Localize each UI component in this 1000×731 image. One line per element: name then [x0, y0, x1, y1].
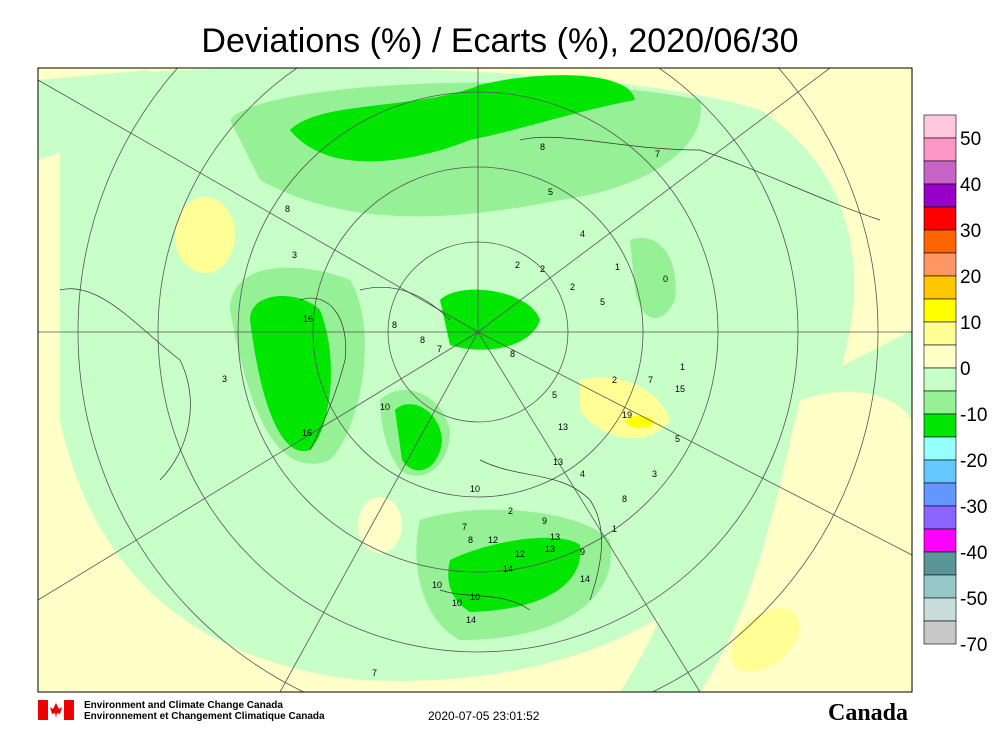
colorbar-box	[923, 183, 957, 208]
station-label: 10	[470, 484, 480, 494]
station-label: 8	[420, 335, 425, 345]
station-label: 5	[552, 390, 557, 400]
colorbar-box	[923, 367, 957, 392]
station-label: 10	[380, 402, 390, 412]
station-label: 8	[285, 204, 290, 214]
station-label: 14	[503, 564, 513, 574]
station-label: 8	[392, 320, 397, 330]
station-label: 10	[432, 580, 442, 590]
colorbar-box	[923, 137, 957, 162]
colorbar-label: -40	[960, 543, 987, 564]
station-label: 12	[515, 549, 525, 559]
station-label: 14	[466, 615, 476, 625]
colorbar-box	[923, 252, 957, 277]
station-label: 13	[558, 422, 568, 432]
station-label: 3	[652, 469, 657, 479]
station-labels: 8 7 5 4 8 3 2 2 2 5 1 0 16 8 8 7 8 3 10 …	[222, 142, 685, 678]
station-label: 14	[580, 574, 590, 584]
colorbar-box	[923, 505, 957, 530]
station-label: 9	[542, 516, 547, 526]
station-label: 1	[612, 524, 617, 534]
station-label: 16	[302, 428, 312, 438]
colorbar-label: 40	[960, 175, 981, 196]
agency-en: Environment and Climate Change Canada	[84, 700, 283, 711]
title: Deviations (%) / Ecarts (%), 2020/06/30	[201, 22, 798, 60]
colorbar-box	[923, 298, 957, 323]
colorbar-label: 20	[960, 267, 981, 288]
station-label: 8	[540, 142, 545, 152]
station-label: 8	[468, 535, 473, 545]
station-label: 7	[372, 668, 377, 678]
colorbar-label: -30	[960, 497, 987, 518]
station-label: 3	[222, 374, 227, 384]
flag-left	[38, 700, 48, 720]
station-label: 7	[437, 344, 442, 354]
colorbar-box	[923, 413, 957, 438]
station-label: 3	[292, 250, 297, 260]
station-label: 13	[550, 532, 560, 542]
colorbar-box	[923, 482, 957, 507]
colorbar-box	[923, 551, 957, 576]
station-label: 9	[580, 547, 585, 557]
map	[38, 68, 912, 692]
station-label: 10	[470, 592, 480, 602]
station-label: 13	[545, 544, 555, 554]
colorbar-box	[923, 574, 957, 599]
colorbar-label: 50	[960, 129, 981, 150]
station-label: 0	[663, 274, 668, 284]
station-label: 7	[462, 522, 467, 532]
colorbar-box	[923, 597, 957, 622]
wordmark: Canada	[828, 700, 908, 726]
colorbar-label: -70	[960, 635, 987, 656]
colorbar-label: -50	[960, 589, 987, 610]
station-label: 5	[548, 187, 553, 197]
station-label: 4	[580, 469, 585, 479]
colorbar-box	[923, 459, 957, 484]
station-label: 5	[675, 434, 680, 444]
colorbar-label: -10	[960, 405, 987, 426]
colorbar-box	[923, 321, 957, 346]
colorbar-box	[923, 275, 957, 300]
colorbar-box	[923, 114, 957, 139]
station-label: 16	[303, 314, 313, 324]
colorbar-box	[923, 390, 957, 415]
station-label: 1	[680, 362, 685, 372]
colorbar-label: 10	[960, 313, 981, 334]
station-label: 8	[622, 494, 627, 504]
station-label: 7	[648, 375, 653, 385]
timestamp: 2020-07-05 23:01:52	[428, 709, 540, 723]
station-label: 5	[600, 297, 605, 307]
colorbar-box	[923, 229, 957, 254]
flag-right	[64, 700, 74, 720]
station-label: 10	[452, 598, 462, 608]
colorbar-box	[923, 160, 957, 185]
colorbar: 50 40 30 20 10 0 -10 -20 -30 -40 -50 -70	[923, 114, 987, 656]
station-label: 2	[540, 264, 545, 274]
colorbar-box	[923, 206, 957, 231]
agency-fr: Environnement et Changement Climatique C…	[84, 711, 325, 722]
station-label: 4	[580, 229, 585, 239]
station-label: 1	[615, 262, 620, 272]
maple-leaf	[50, 703, 62, 718]
colorbar-box	[923, 344, 957, 369]
station-label: 19	[622, 410, 632, 420]
station-label: 8	[510, 349, 515, 359]
station-label: 7	[655, 149, 660, 159]
map-frame	[37, 67, 913, 693]
colorbar-label: -20	[960, 451, 987, 472]
station-label: 15	[675, 384, 685, 394]
station-label: 2	[612, 375, 617, 385]
colorbar-box	[923, 528, 957, 553]
station-label: 13	[553, 457, 563, 467]
station-label: 2	[570, 282, 575, 292]
station-label: 12	[488, 535, 498, 545]
footer: Environment and Climate Change Canada En…	[38, 700, 908, 726]
station-label: 2	[515, 260, 520, 270]
colorbar-label: 30	[960, 221, 981, 242]
colorbar-box	[923, 620, 957, 645]
station-label: 2	[508, 506, 513, 516]
colorbar-label: 0	[960, 359, 971, 380]
colorbar-box	[923, 436, 957, 461]
